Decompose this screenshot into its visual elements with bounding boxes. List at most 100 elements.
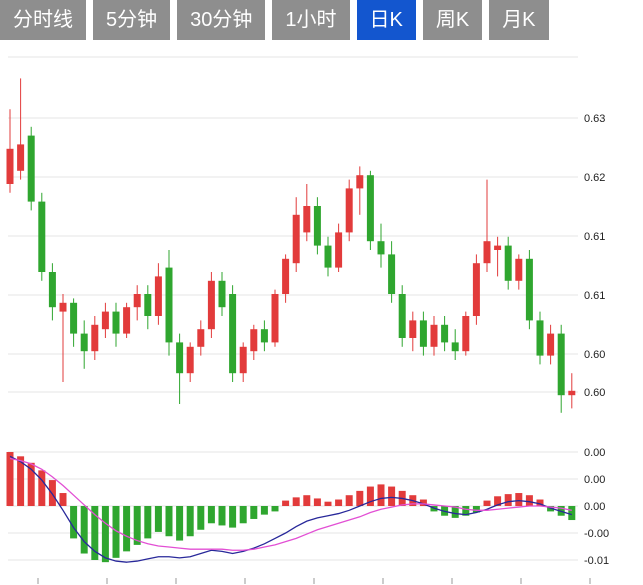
price-axis-label: 0.63 — [584, 113, 605, 125]
macd-histogram-bar — [504, 494, 512, 506]
macd-histogram-bar — [154, 506, 162, 532]
candle-body — [547, 333, 555, 356]
price-axis-label: 0.60 — [584, 387, 605, 399]
macd-histogram-bar — [176, 506, 184, 541]
candle-body — [59, 302, 67, 312]
tab-weekly-k[interactable]: 周K — [422, 0, 483, 40]
macd-histogram-bar — [101, 506, 109, 563]
candle-body — [313, 206, 321, 246]
macd-histogram-bar — [303, 495, 311, 506]
macd-histogram-bar — [568, 506, 576, 521]
candle-body — [186, 346, 194, 374]
candle-body — [80, 333, 88, 352]
macd-histogram-bar — [292, 497, 300, 506]
candle-body — [366, 175, 374, 242]
candle-body — [165, 267, 173, 343]
candle-body — [91, 324, 99, 352]
candle-body — [282, 258, 290, 294]
tab-monthly-k[interactable]: 月K — [489, 0, 549, 40]
macd-histogram-bar — [70, 506, 78, 539]
macd-histogram-bar — [356, 490, 364, 506]
macd-histogram-bar — [250, 506, 258, 519]
macd-axis-label: 0.00 — [584, 447, 605, 459]
candle-body — [451, 342, 459, 352]
candle-body — [123, 307, 131, 334]
macd-histogram-bar — [59, 493, 67, 506]
macd-histogram-bar — [112, 506, 120, 558]
macd-histogram-bar — [123, 506, 131, 552]
macd-histogram-bar — [229, 506, 237, 528]
macd-histogram-bar — [313, 498, 321, 506]
tab-1hour[interactable]: 1小时 — [272, 0, 350, 40]
candle-body — [101, 311, 109, 330]
macd-histogram-bar — [165, 506, 173, 537]
candle-body — [483, 241, 491, 264]
candle-body — [218, 280, 226, 308]
macd-histogram-bar — [27, 462, 35, 506]
macd-histogram-bar — [197, 506, 205, 530]
macd-histogram-bar — [494, 496, 502, 506]
candle-body — [494, 245, 502, 250]
candle-body — [462, 316, 470, 352]
tab-daily-k[interactable]: 日K — [356, 0, 416, 40]
macd-histogram-bar — [472, 506, 480, 513]
candle-body — [207, 280, 215, 330]
price-axis-label: 0.62 — [584, 172, 605, 184]
macd-histogram-bar — [536, 499, 544, 506]
candle-body — [38, 201, 46, 272]
candle-body — [229, 294, 237, 374]
candle-body — [176, 342, 184, 374]
macd-axis-label: 0.00 — [584, 501, 605, 513]
macd-histogram-bar — [451, 506, 459, 518]
tab-30min[interactable]: 30分钟 — [177, 0, 266, 40]
macd-histogram-bar — [144, 506, 152, 539]
candle-body — [419, 320, 427, 347]
candle-body — [568, 390, 576, 396]
macd-histogram-bar — [91, 506, 99, 560]
candlestick-chart[interactable]: 0.63 0.62 0.61 0.61 0.60 0.60 0.00 0.00 0.00 -0.0… — [0, 40, 643, 585]
macd-histogram-bar — [366, 486, 374, 506]
macd-histogram-bar — [345, 495, 353, 506]
macd-axis-label: -0.00 — [584, 528, 609, 540]
candle-body — [398, 294, 406, 338]
tab-5min[interactable]: 5分钟 — [93, 0, 171, 40]
candle-body — [388, 254, 396, 294]
macd-dif-line — [9, 455, 572, 563]
candle-body — [472, 263, 480, 316]
macd-dea-line — [9, 457, 572, 551]
candle-body — [536, 320, 544, 356]
candle-body — [430, 324, 438, 347]
candle-body — [70, 302, 78, 334]
candle-body — [335, 232, 343, 268]
macd-histogram-bar — [282, 500, 290, 506]
candle-body — [504, 245, 512, 281]
period-tabbar: 分时线 5分钟 30分钟 1小时 日K 周K 月K — [0, 0, 643, 40]
candle-body — [525, 258, 533, 321]
macd-histogram-bar — [133, 506, 141, 545]
macd-axis-label: 0.00 — [584, 474, 605, 486]
macd-histogram-bar — [377, 484, 385, 506]
candle-body — [409, 320, 417, 338]
candle-body — [154, 276, 162, 316]
candle-body — [303, 206, 311, 233]
candle-body — [292, 214, 300, 264]
macd-histogram-bar — [515, 493, 523, 506]
macd-histogram-bar — [218, 506, 226, 526]
candle-body — [239, 346, 247, 374]
candle-body — [144, 294, 152, 316]
candle-body — [6, 148, 14, 184]
candle-body — [260, 329, 268, 343]
candle-body — [17, 144, 25, 171]
macd-histogram-bar — [239, 506, 247, 524]
candle-body — [48, 272, 56, 308]
tab-minute-line[interactable]: 分时线 — [0, 0, 86, 40]
candle-body — [112, 311, 120, 334]
candle-body — [133, 294, 141, 308]
macd-histogram-bar — [388, 486, 396, 506]
price-axis-label: 0.60 — [584, 349, 605, 361]
candle-body — [377, 241, 385, 255]
macd-histogram-bar — [38, 470, 46, 506]
candle-body — [27, 135, 35, 202]
macd-histogram-bar — [324, 501, 332, 506]
